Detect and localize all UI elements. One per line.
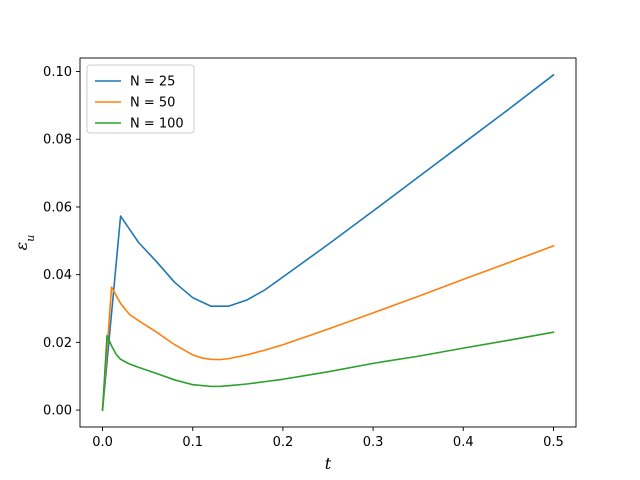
legend-box <box>86 64 195 134</box>
y-tick-label: 0.06 <box>43 200 72 215</box>
legend-entry: N = 25 <box>130 75 175 90</box>
x-tick-label: 0.3 <box>363 435 384 450</box>
legend-entry: N = 100 <box>130 117 184 132</box>
axes: 0.0 0.1 0.2 0.3 0.4 0.5 0.00 0.02 0.04 0.06 0.08 0.… <box>12 57 577 473</box>
legend-entry: N = 50 <box>130 96 175 111</box>
x-tick-label: 0.0 <box>92 435 113 450</box>
x-tick-label: 0.4 <box>453 435 474 450</box>
x-axis-label: t <box>325 454 332 473</box>
x-tick-label: 0.1 <box>182 435 203 450</box>
series-line-1 <box>101 73 555 411</box>
y-tick-label: 0.08 <box>43 133 72 148</box>
x-tick-label: 0.2 <box>273 435 294 450</box>
legend: N = 25 N = 50 N = 100 <box>86 64 195 134</box>
series-lines <box>101 73 555 411</box>
axes-frame <box>79 57 577 428</box>
y-tick-label: 0.10 <box>43 65 72 80</box>
y-axis-label: εu <box>12 235 37 251</box>
series-line-2 <box>101 244 555 411</box>
y-tick-label: 0.00 <box>43 404 72 419</box>
y-tick-label: 0.02 <box>43 336 72 351</box>
x-tick-label: 0.5 <box>543 435 564 450</box>
y-tick-label: 0.04 <box>43 268 72 283</box>
series-line-3 <box>101 331 555 411</box>
